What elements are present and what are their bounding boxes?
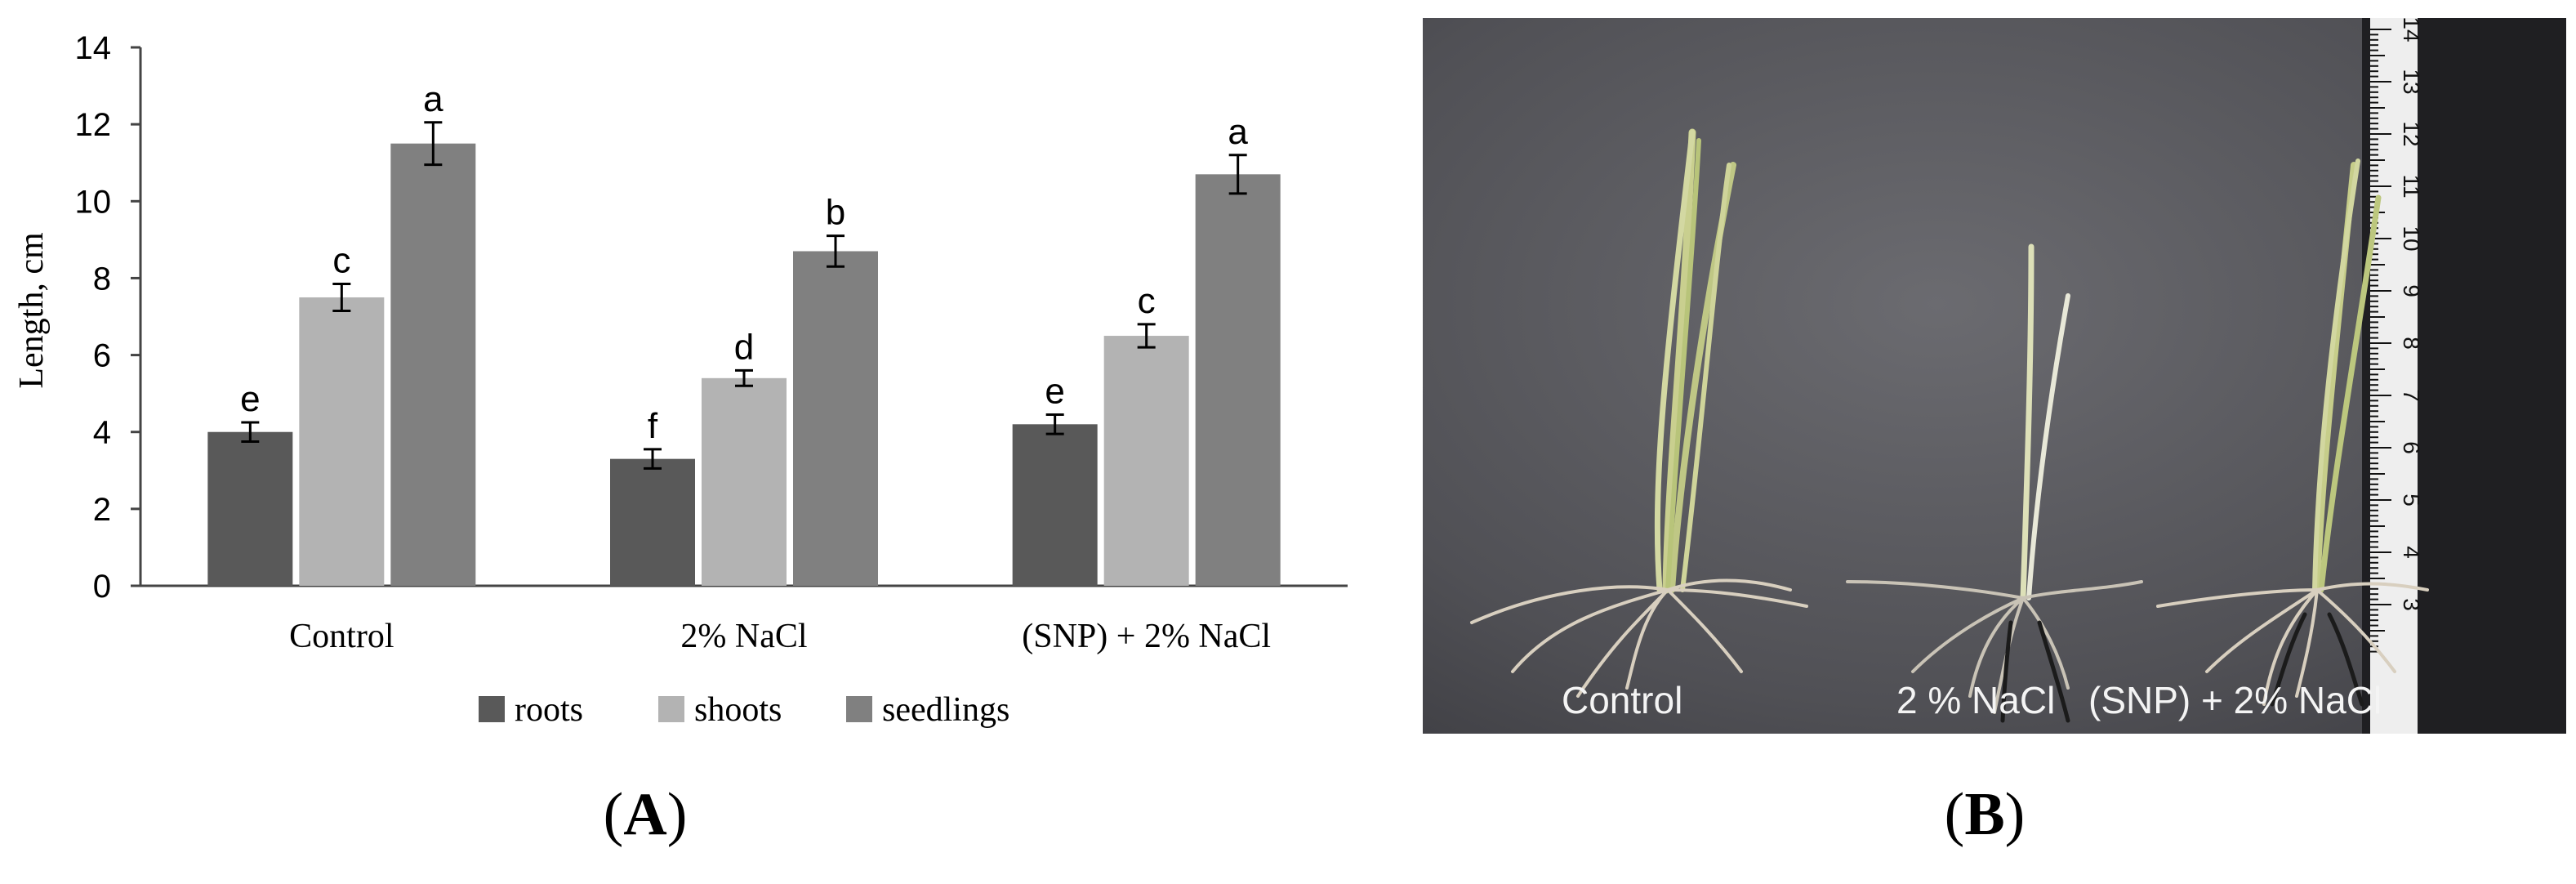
y-axis-label: Length, cm bbox=[13, 232, 51, 389]
seedling-photo: 14 13 12 11 10 9 8 7 6 5 4 3 Control 2 % NaCl (SNP)… bbox=[1423, 18, 2566, 734]
legend-label-roots: roots bbox=[515, 691, 583, 729]
y-tick-label: 10 bbox=[75, 184, 112, 220]
seedling-snp-nacl bbox=[2156, 158, 2429, 707]
y-tick-label: 4 bbox=[93, 415, 111, 451]
significance-letter: c bbox=[332, 240, 350, 280]
seedling-control bbox=[1470, 128, 1808, 698]
legend-swatch-shoots bbox=[658, 696, 684, 722]
significance-letter: a bbox=[423, 79, 443, 119]
legend-label-shoots: shoots bbox=[694, 691, 782, 729]
significance-letter: b bbox=[826, 193, 845, 233]
y-tick-label: 12 bbox=[75, 107, 112, 143]
y-tick-label: 8 bbox=[93, 261, 111, 297]
y-tick-label: 14 bbox=[75, 30, 112, 66]
ruler-number: 13 bbox=[2399, 69, 2424, 94]
significance-letter: a bbox=[1228, 112, 1248, 152]
x-category-label: 2% NaCl bbox=[680, 618, 807, 655]
bar-shoots-1 bbox=[702, 377, 787, 586]
photo-caption-snp-nacl: (SNP) + 2% NaCl bbox=[2088, 679, 2382, 721]
x-category-label: (SNP) + 2% NaCl bbox=[1022, 618, 1271, 655]
bar-seedlings-2 bbox=[1195, 174, 1281, 587]
bar-roots-1 bbox=[610, 458, 695, 586]
ruler-ticks: 14 13 12 11 10 9 8 7 6 5 4 3 bbox=[2370, 18, 2424, 653]
legend-swatch-roots bbox=[479, 696, 505, 722]
panel-label-a: (A) bbox=[603, 781, 688, 848]
significance-letter: d bbox=[734, 327, 754, 367]
ruler-number: 5 bbox=[2399, 493, 2424, 507]
seedling-nacl bbox=[1846, 243, 2143, 723]
legend: roots shoots seedlings bbox=[479, 691, 1009, 729]
bar-chart: 0 2 4 6 8 10 12 14 e c a Control f d b 2% NaCl e c a (SNP)… bbox=[13, 30, 1348, 729]
legend-swatch-seedlings bbox=[846, 696, 872, 722]
y-tick-label: 2 bbox=[93, 492, 111, 528]
y-tick-label: 0 bbox=[93, 569, 111, 605]
ruler-number: 12 bbox=[2399, 121, 2424, 146]
ruler-number: 10 bbox=[2399, 225, 2424, 251]
photo-caption-nacl: 2 % NaCl bbox=[1896, 679, 2056, 721]
chart-labels: e c a Control f d b 2% NaCl e c a (SNP) + 2% NaCl bbox=[240, 79, 1271, 655]
panel-label-b: (B) bbox=[1944, 781, 2026, 848]
x-category-label: Control bbox=[289, 618, 394, 655]
ruler-number: 7 bbox=[2399, 389, 2424, 402]
ruler-number: 6 bbox=[2399, 441, 2424, 454]
bar-seedlings-0 bbox=[390, 143, 476, 586]
ruler-number: 4 bbox=[2399, 546, 2424, 559]
ruler-number: 3 bbox=[2399, 598, 2424, 611]
ruler-number: 9 bbox=[2399, 284, 2424, 297]
ruler-number: 8 bbox=[2399, 337, 2424, 350]
photo-caption-control: Control bbox=[1562, 679, 1683, 721]
bar-roots-2 bbox=[1012, 424, 1098, 586]
panel-label-a-text: A bbox=[623, 781, 667, 848]
bar-roots-0 bbox=[207, 431, 293, 586]
panel-label-b-text: B bbox=[1964, 781, 2005, 848]
significance-letter: e bbox=[1045, 372, 1064, 412]
chart-bars bbox=[207, 121, 1281, 587]
bar-seedlings-1 bbox=[793, 251, 878, 586]
significance-letter: f bbox=[648, 406, 658, 446]
ruler-number: 11 bbox=[2399, 174, 2424, 198]
legend-label-seedlings: seedlings bbox=[882, 691, 1009, 729]
bar-shoots-2 bbox=[1103, 336, 1189, 586]
significance-letter: c bbox=[1138, 281, 1156, 321]
ruler-number: 14 bbox=[2399, 18, 2424, 42]
significance-letter: e bbox=[240, 379, 260, 419]
bar-shoots-0 bbox=[299, 297, 385, 586]
y-tick-label: 6 bbox=[93, 338, 111, 374]
